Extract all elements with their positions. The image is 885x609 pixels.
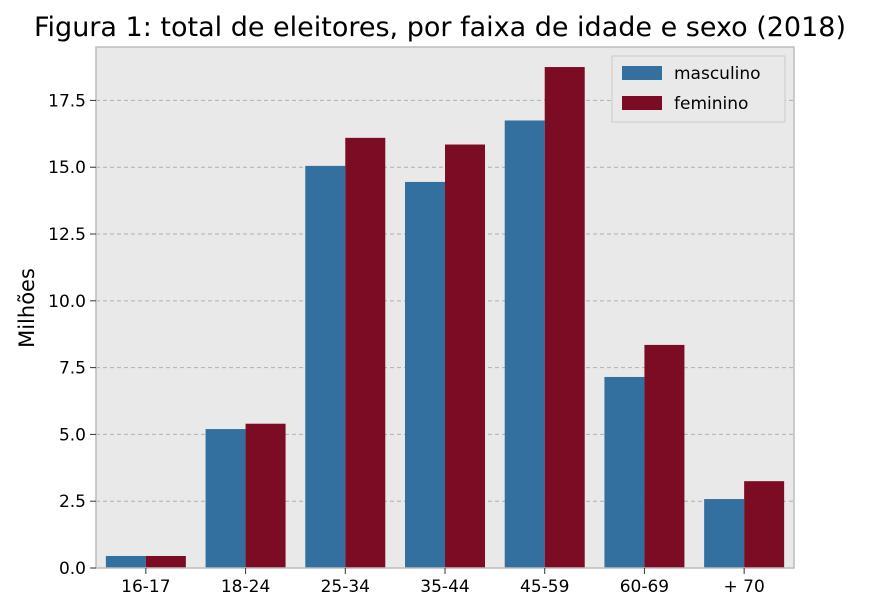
y-tick-label: 5.0 — [59, 425, 86, 445]
y-tick-label: 15.0 — [48, 158, 86, 178]
bars — [105, 67, 785, 569]
y-axis-ticks: 0.0 2.5 5.0 7.5 10.0 12.5 15.0 17.5 — [48, 91, 96, 579]
x-axis-ticks: 16-17 18-24 25-34 35-44 45-59 60-69 + 70 — [121, 568, 765, 597]
x-tick-label: 16-17 — [121, 577, 170, 597]
bar-masculino-70 — [704, 499, 745, 568]
y-tick-label: 0.0 — [59, 559, 86, 579]
bar-feminino-4559 — [544, 67, 585, 569]
x-tick-label: 18-24 — [221, 577, 270, 597]
y-tick-label: 7.5 — [59, 359, 86, 379]
x-tick-label: 25-34 — [321, 577, 370, 597]
bar-feminino-6069 — [644, 344, 685, 568]
bar-masculino-3544 — [405, 181, 445, 568]
bar-feminino-3544 — [445, 144, 485, 568]
bar-feminino-2534 — [345, 137, 386, 569]
x-tick-label: 35-44 — [420, 577, 469, 597]
legend-label-masculino: masculino — [674, 64, 761, 84]
bar-feminino-1617 — [145, 555, 186, 568]
chart-title: Figura 1: total de eleitores, por faixa … — [34, 12, 846, 43]
bar-masculino-1617 — [105, 555, 146, 568]
y-tick-label: 12.5 — [48, 225, 86, 245]
bar-feminino-1824 — [245, 423, 286, 568]
legend-swatch-masculino — [622, 66, 662, 80]
bar-feminino-70 — [744, 481, 785, 568]
bar-masculino-1824 — [205, 429, 246, 568]
x-tick-label: + 70 — [724, 577, 765, 597]
legend-label-feminino: feminino — [674, 94, 748, 114]
x-tick-label: 60-69 — [620, 577, 669, 597]
y-axis-label: Milhões — [15, 268, 39, 348]
y-tick-label: 10.0 — [48, 292, 86, 312]
legend-swatch-feminino — [622, 96, 662, 110]
y-tick-label: 2.5 — [59, 492, 86, 512]
legend: masculino feminino — [611, 55, 786, 123]
bar-masculino-6069 — [604, 376, 645, 568]
bar-masculino-2534 — [305, 165, 346, 568]
y-tick-label: 17.5 — [48, 91, 86, 111]
x-tick-label: 45-59 — [520, 577, 569, 597]
bar-masculino-4559 — [504, 120, 545, 568]
